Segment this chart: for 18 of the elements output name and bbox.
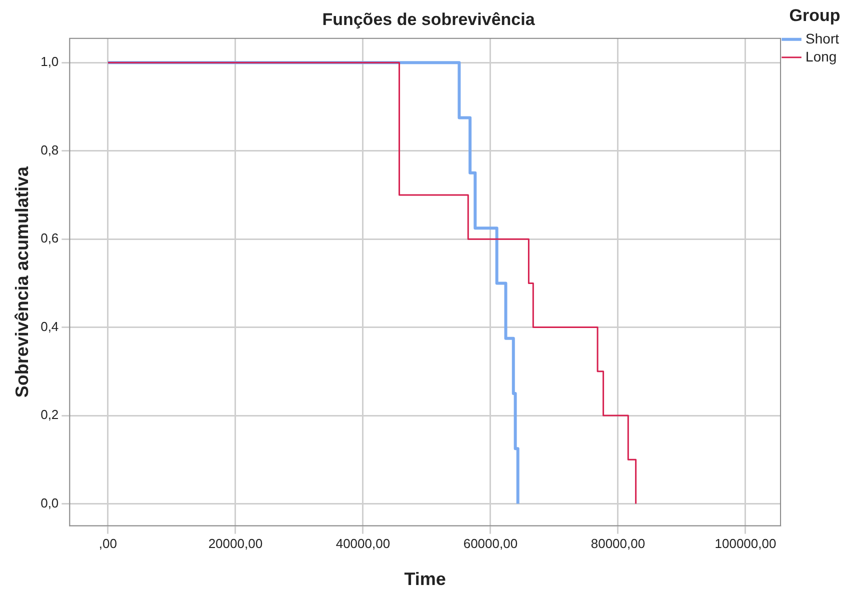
legend-label: Long [806, 48, 837, 64]
x-tick-label: 60000,00 [463, 536, 518, 552]
x-axis-title: Time [404, 569, 446, 590]
y-tick-label: 0,8 [40, 142, 59, 158]
y-tick-label: 1,0 [40, 54, 59, 70]
x-tick-label: 100000,00 [714, 536, 776, 552]
x-tick-label: 80000,00 [590, 536, 646, 552]
y-tick-label: 0,0 [40, 495, 59, 510]
x-tick-label: 20000,00 [208, 536, 263, 552]
x-tick-label: ,00 [98, 536, 117, 552]
y-tick-label: 0,6 [40, 230, 59, 246]
chart-title: Funções de sobrevivência [322, 10, 536, 29]
legend-label: Short [806, 30, 840, 46]
y-tick-label: 0,4 [40, 318, 59, 334]
legend-title: Group [789, 6, 840, 26]
x-tick-label: 40000,00 [336, 536, 390, 552]
y-tick-label: 0,2 [40, 407, 59, 422]
y-axis-title: Sobrevivência acumulativa [12, 166, 32, 398]
